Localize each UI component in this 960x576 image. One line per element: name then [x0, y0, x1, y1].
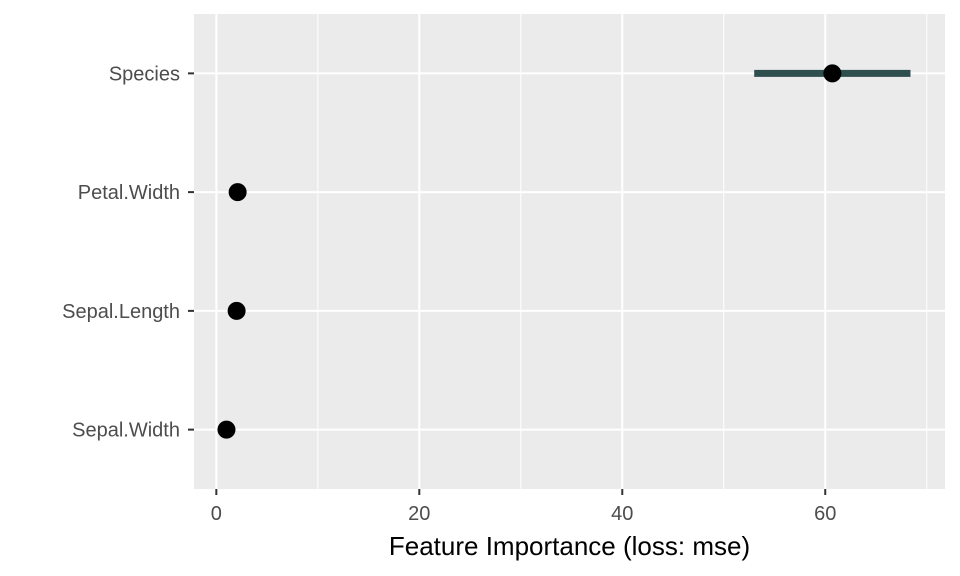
- y-tick-label: Sepal.Length: [62, 301, 180, 323]
- x-tick-label: 20: [408, 503, 430, 525]
- y-tick-label: Sepal.Width: [72, 420, 180, 442]
- x-tick-label: 40: [611, 503, 633, 525]
- plot-panel: [194, 14, 945, 489]
- y-tick-label: Petal.Width: [78, 182, 180, 204]
- data-point: [228, 183, 247, 202]
- x-axis: 0 20 40 60: [211, 489, 836, 525]
- data-point: [227, 301, 246, 320]
- data-points: [217, 64, 842, 439]
- x-axis-title: Feature Importance (loss: mse): [389, 531, 750, 561]
- y-tick-label: Species: [109, 63, 180, 85]
- minor-gridlines: [317, 14, 928, 489]
- x-tick-label: 0: [211, 503, 222, 525]
- x-tick-label: 60: [814, 503, 836, 525]
- data-point: [217, 420, 236, 439]
- data-point: [823, 64, 842, 83]
- y-axis: Species Petal.Width Sepal.Length Sepal.Widt…: [62, 63, 194, 442]
